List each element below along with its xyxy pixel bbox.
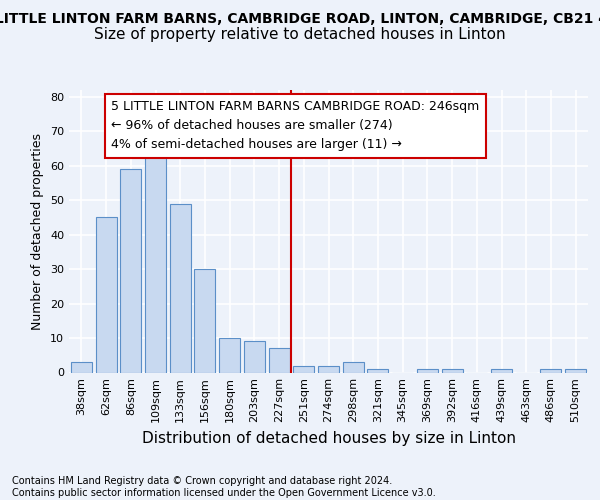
Bar — [194, 269, 215, 372]
Bar — [244, 342, 265, 372]
Bar — [442, 369, 463, 372]
Text: Contains HM Land Registry data © Crown copyright and database right 2024.
Contai: Contains HM Land Registry data © Crown c… — [12, 476, 436, 498]
Y-axis label: Number of detached properties: Number of detached properties — [31, 132, 44, 330]
Bar — [145, 145, 166, 372]
Bar — [417, 369, 438, 372]
Bar — [95, 218, 116, 372]
Text: Size of property relative to detached houses in Linton: Size of property relative to detached ho… — [94, 28, 506, 42]
Text: 5, LITTLE LINTON FARM BARNS, CAMBRIDGE ROAD, LINTON, CAMBRIDGE, CB21 4JD: 5, LITTLE LINTON FARM BARNS, CAMBRIDGE R… — [0, 12, 600, 26]
Bar — [367, 369, 388, 372]
Bar — [293, 366, 314, 372]
Bar — [318, 366, 339, 372]
Bar — [170, 204, 191, 372]
Bar — [120, 169, 141, 372]
Bar — [343, 362, 364, 372]
Bar — [565, 369, 586, 372]
X-axis label: Distribution of detached houses by size in Linton: Distribution of detached houses by size … — [142, 431, 515, 446]
Bar — [219, 338, 240, 372]
Bar — [491, 369, 512, 372]
Bar — [269, 348, 290, 372]
Text: 5 LITTLE LINTON FARM BARNS CAMBRIDGE ROAD: 246sqm
← 96% of detached houses are s: 5 LITTLE LINTON FARM BARNS CAMBRIDGE ROA… — [111, 100, 479, 152]
Bar — [541, 369, 562, 372]
Bar — [71, 362, 92, 372]
